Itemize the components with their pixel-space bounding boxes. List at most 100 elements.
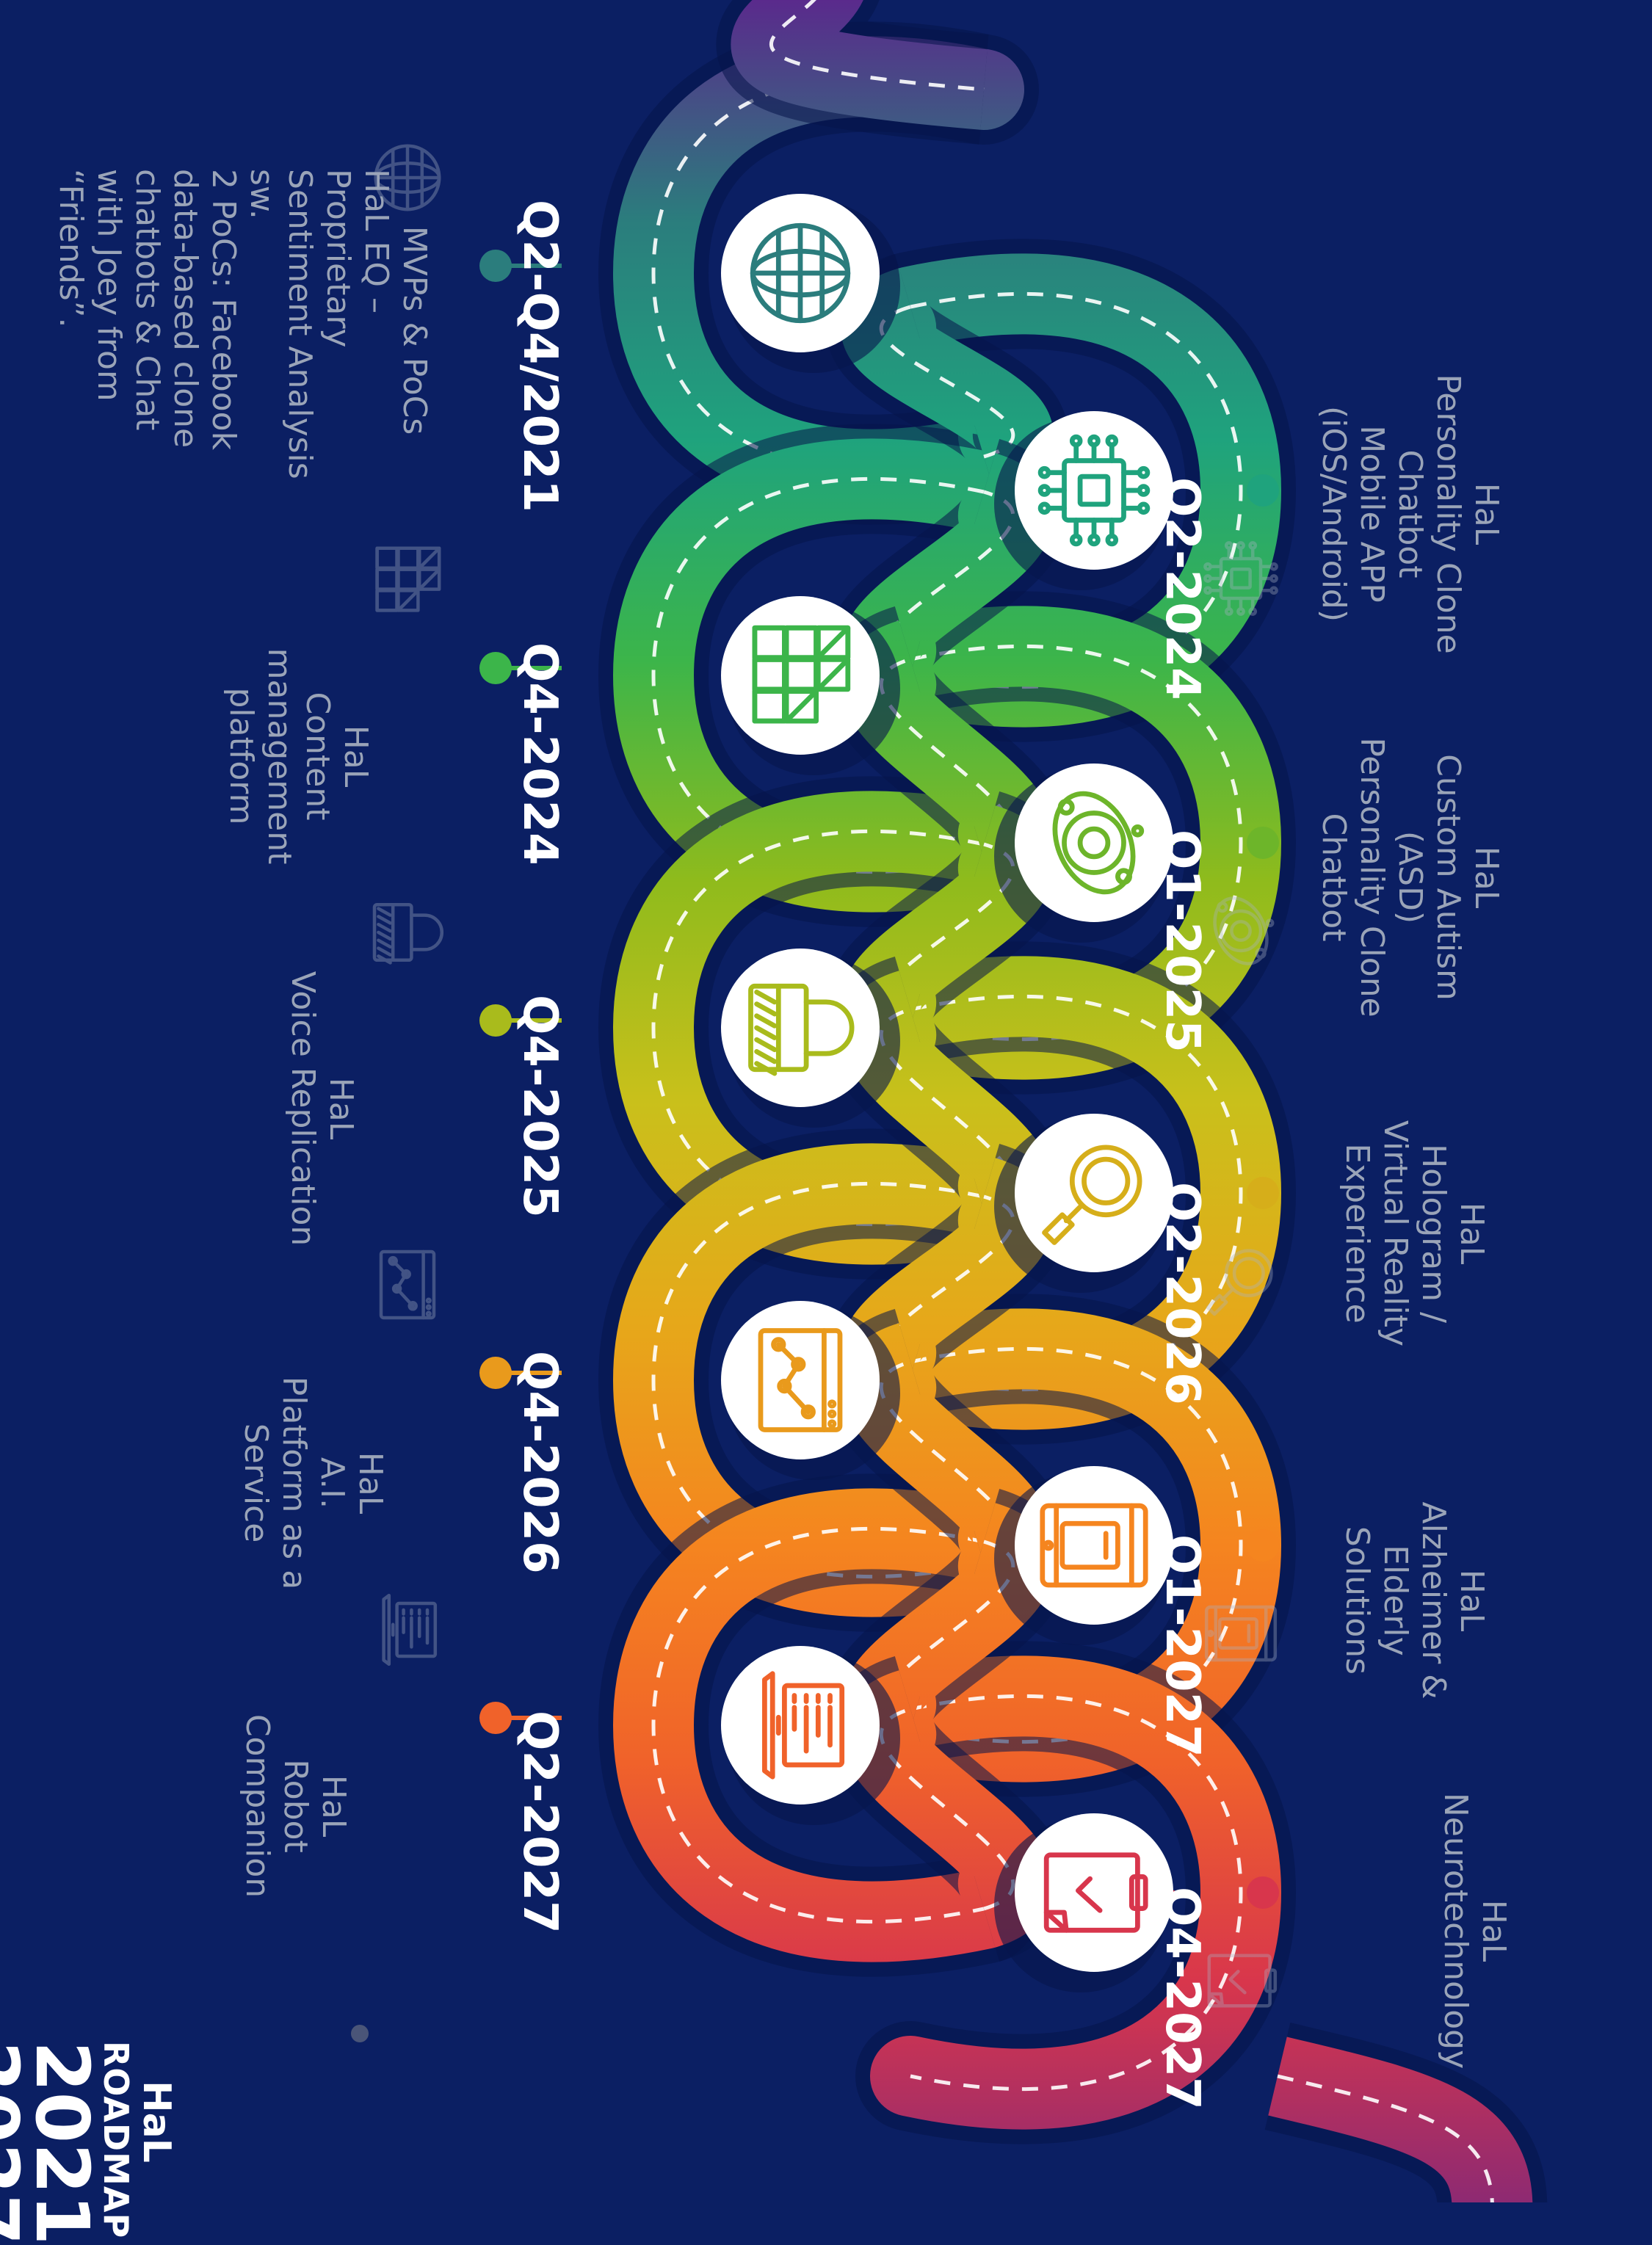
faded-laptop-icon	[382, 1593, 438, 1666]
roadmap-title: HaL ROADMAP 2021 2027	[0, 2041, 178, 2245]
orbit-icon	[1052, 791, 1145, 895]
faded-lock-icon	[372, 902, 443, 965]
desc-line: Hologram / Virtual Reality Experience	[1338, 1120, 1452, 1347]
quarter-label-q4-2027: Q4-2027	[1155, 1887, 1209, 2110]
clipboard-icon	[1043, 1852, 1148, 1933]
icon-circle	[721, 1646, 880, 1805]
milestone-desc-q2-2026: HaL Hologram / Virtual Reality Experienc…	[1338, 1087, 1490, 1380]
desc-line: HaL	[1453, 1569, 1490, 1632]
milestone-dot	[1247, 474, 1279, 507]
quarter-label-q2-2026: Q2-2026	[1155, 1182, 1209, 1405]
desc-line: HaL	[315, 1774, 352, 1838]
quarter-label-q4-2026: Q4-2026	[512, 1351, 567, 1574]
desc-line: HaL	[1475, 1899, 1512, 1962]
road-dashes	[910, 1694, 1243, 2092]
faded-chip-icon	[1203, 541, 1278, 616]
desc-line: Companion	[239, 1713, 276, 1898]
quarter-label-q2-2024: Q2-2024	[1155, 477, 1209, 700]
road-dashes	[651, 1526, 985, 1924]
cubes-icon	[752, 625, 851, 724]
faded-magnifier-icon	[1206, 1249, 1273, 1316]
chip-icon	[1037, 434, 1151, 547]
desc-line: HaL	[337, 725, 374, 788]
milestone-q4-2025	[372, 902, 900, 1128]
desc-line: A.I.	[314, 1457, 351, 1509]
lock-icon	[748, 983, 855, 1076]
magnifier-icon	[1042, 1145, 1142, 1245]
desc-line: Custom Autism (ASD)	[1391, 754, 1467, 1001]
road-dashes	[651, 1181, 985, 1579]
faded-clipboard-icon	[1207, 1954, 1278, 2008]
road-dashes	[910, 644, 1243, 1042]
desc-line: Robot	[277, 1759, 314, 1853]
milestone-dot	[479, 1357, 512, 1389]
milestone-q4-2024	[375, 546, 900, 775]
globe-icon	[750, 222, 851, 324]
road-dashes	[910, 1346, 1243, 1744]
milestone-dot	[479, 250, 512, 282]
milestone-desc-q2-2024: HaL Personality Clone Chatbot Mobile APP…	[1314, 352, 1505, 675]
milestone-dot	[479, 1702, 512, 1734]
desc-line: 2 PoCs: Facebook data-based clone chatbo…	[52, 169, 242, 451]
milestone-q2-2026	[994, 1114, 1279, 1316]
quarter-label-q4-2025: Q4-2025	[512, 995, 567, 1218]
faded-chart-window-icon	[379, 1250, 436, 1320]
milestone-desc-q4-2026: HaL A.I. Platform as a Service	[236, 1343, 389, 1622]
milestone-q2q4-2021	[374, 144, 900, 373]
desc-line: MVPs & PoCs	[396, 225, 433, 435]
milestone-desc-q1-2025: HaL Custom Autism (ASD) Personality Clon…	[1314, 723, 1505, 1031]
icon-circle	[721, 949, 880, 1107]
tablet-icon	[1040, 1503, 1148, 1588]
faded-cubes-icon	[375, 546, 441, 612]
quarter-label-q2q4-2021: Q2-Q4/2021	[512, 200, 567, 512]
desc-line: HaL	[1468, 482, 1505, 545]
milestone-desc-q4-2024: HaL Content management platform	[222, 580, 374, 932]
milestone-dot	[1247, 827, 1279, 859]
road-dashes	[910, 291, 1243, 689]
desc-line: HaL	[1453, 1202, 1490, 1265]
decor-dot	[351, 2025, 369, 2042]
desc-line: Solutions	[1338, 1526, 1376, 1675]
laptop-icon	[762, 1671, 845, 1780]
road-dashes	[651, 476, 985, 874]
desc-line: Content management platform	[222, 648, 336, 865]
milestone-dot	[1247, 1529, 1279, 1562]
milestone-desc-q2-2027: HaL Robot Companion	[238, 1696, 352, 1916]
milestone-dot	[1247, 1876, 1279, 1909]
desc-line: Personality Clone Chatbot	[1315, 737, 1391, 1018]
desc-line: Neurotechnology	[1437, 1792, 1474, 2070]
desc-line: HaL	[1468, 846, 1505, 909]
desc-line: Platform as a Service	[237, 1376, 313, 1590]
road-dashes	[651, 829, 985, 1227]
desc-line: Personality Clone Chatbot	[1391, 374, 1467, 654]
faded-orbit-icon	[1213, 896, 1275, 965]
desc-line: Voice Replication	[284, 971, 322, 1247]
milestone-desc-q1-2027: HaL Alzheimer & Elderly Solutions	[1338, 1468, 1490, 1733]
milestone-dot	[1247, 1177, 1279, 1209]
icon-circle	[1015, 1466, 1173, 1625]
quarter-label-q1-2027: Q1-2027	[1155, 1534, 1209, 1758]
title-year-start: 2021	[19, 2041, 105, 2245]
milestone-dot	[479, 1004, 512, 1037]
milestone-q1-2025	[994, 764, 1279, 965]
icon-circle	[1015, 764, 1173, 922]
desc-line: HaL	[352, 1451, 389, 1515]
icon-circle	[721, 1301, 880, 1459]
desc-line: Mobile APP (iOS/Android)	[1315, 405, 1391, 623]
quarter-label-q2-2027: Q2-2027	[512, 1711, 567, 1934]
road-dashes	[910, 994, 1243, 1392]
icon-circle	[721, 596, 880, 755]
milestone-q2-2024	[994, 411, 1279, 616]
faded-tablet-icon	[1204, 1605, 1278, 1662]
milestone-q4-2027	[994, 1813, 1279, 2008]
icon-circle	[1015, 411, 1173, 570]
quarter-label-q1-2025: Q1-2025	[1155, 830, 1209, 1053]
milestone-desc-q4-2027: HaL Neurotechnology	[1436, 1791, 1512, 2070]
title-year-end: 2027	[0, 2041, 35, 2245]
icon-circle	[1015, 1114, 1173, 1272]
milestone-q2-2027	[382, 1593, 900, 1825]
road-dashes	[769, 0, 985, 92]
milestone-q1-2027	[994, 1466, 1279, 1662]
